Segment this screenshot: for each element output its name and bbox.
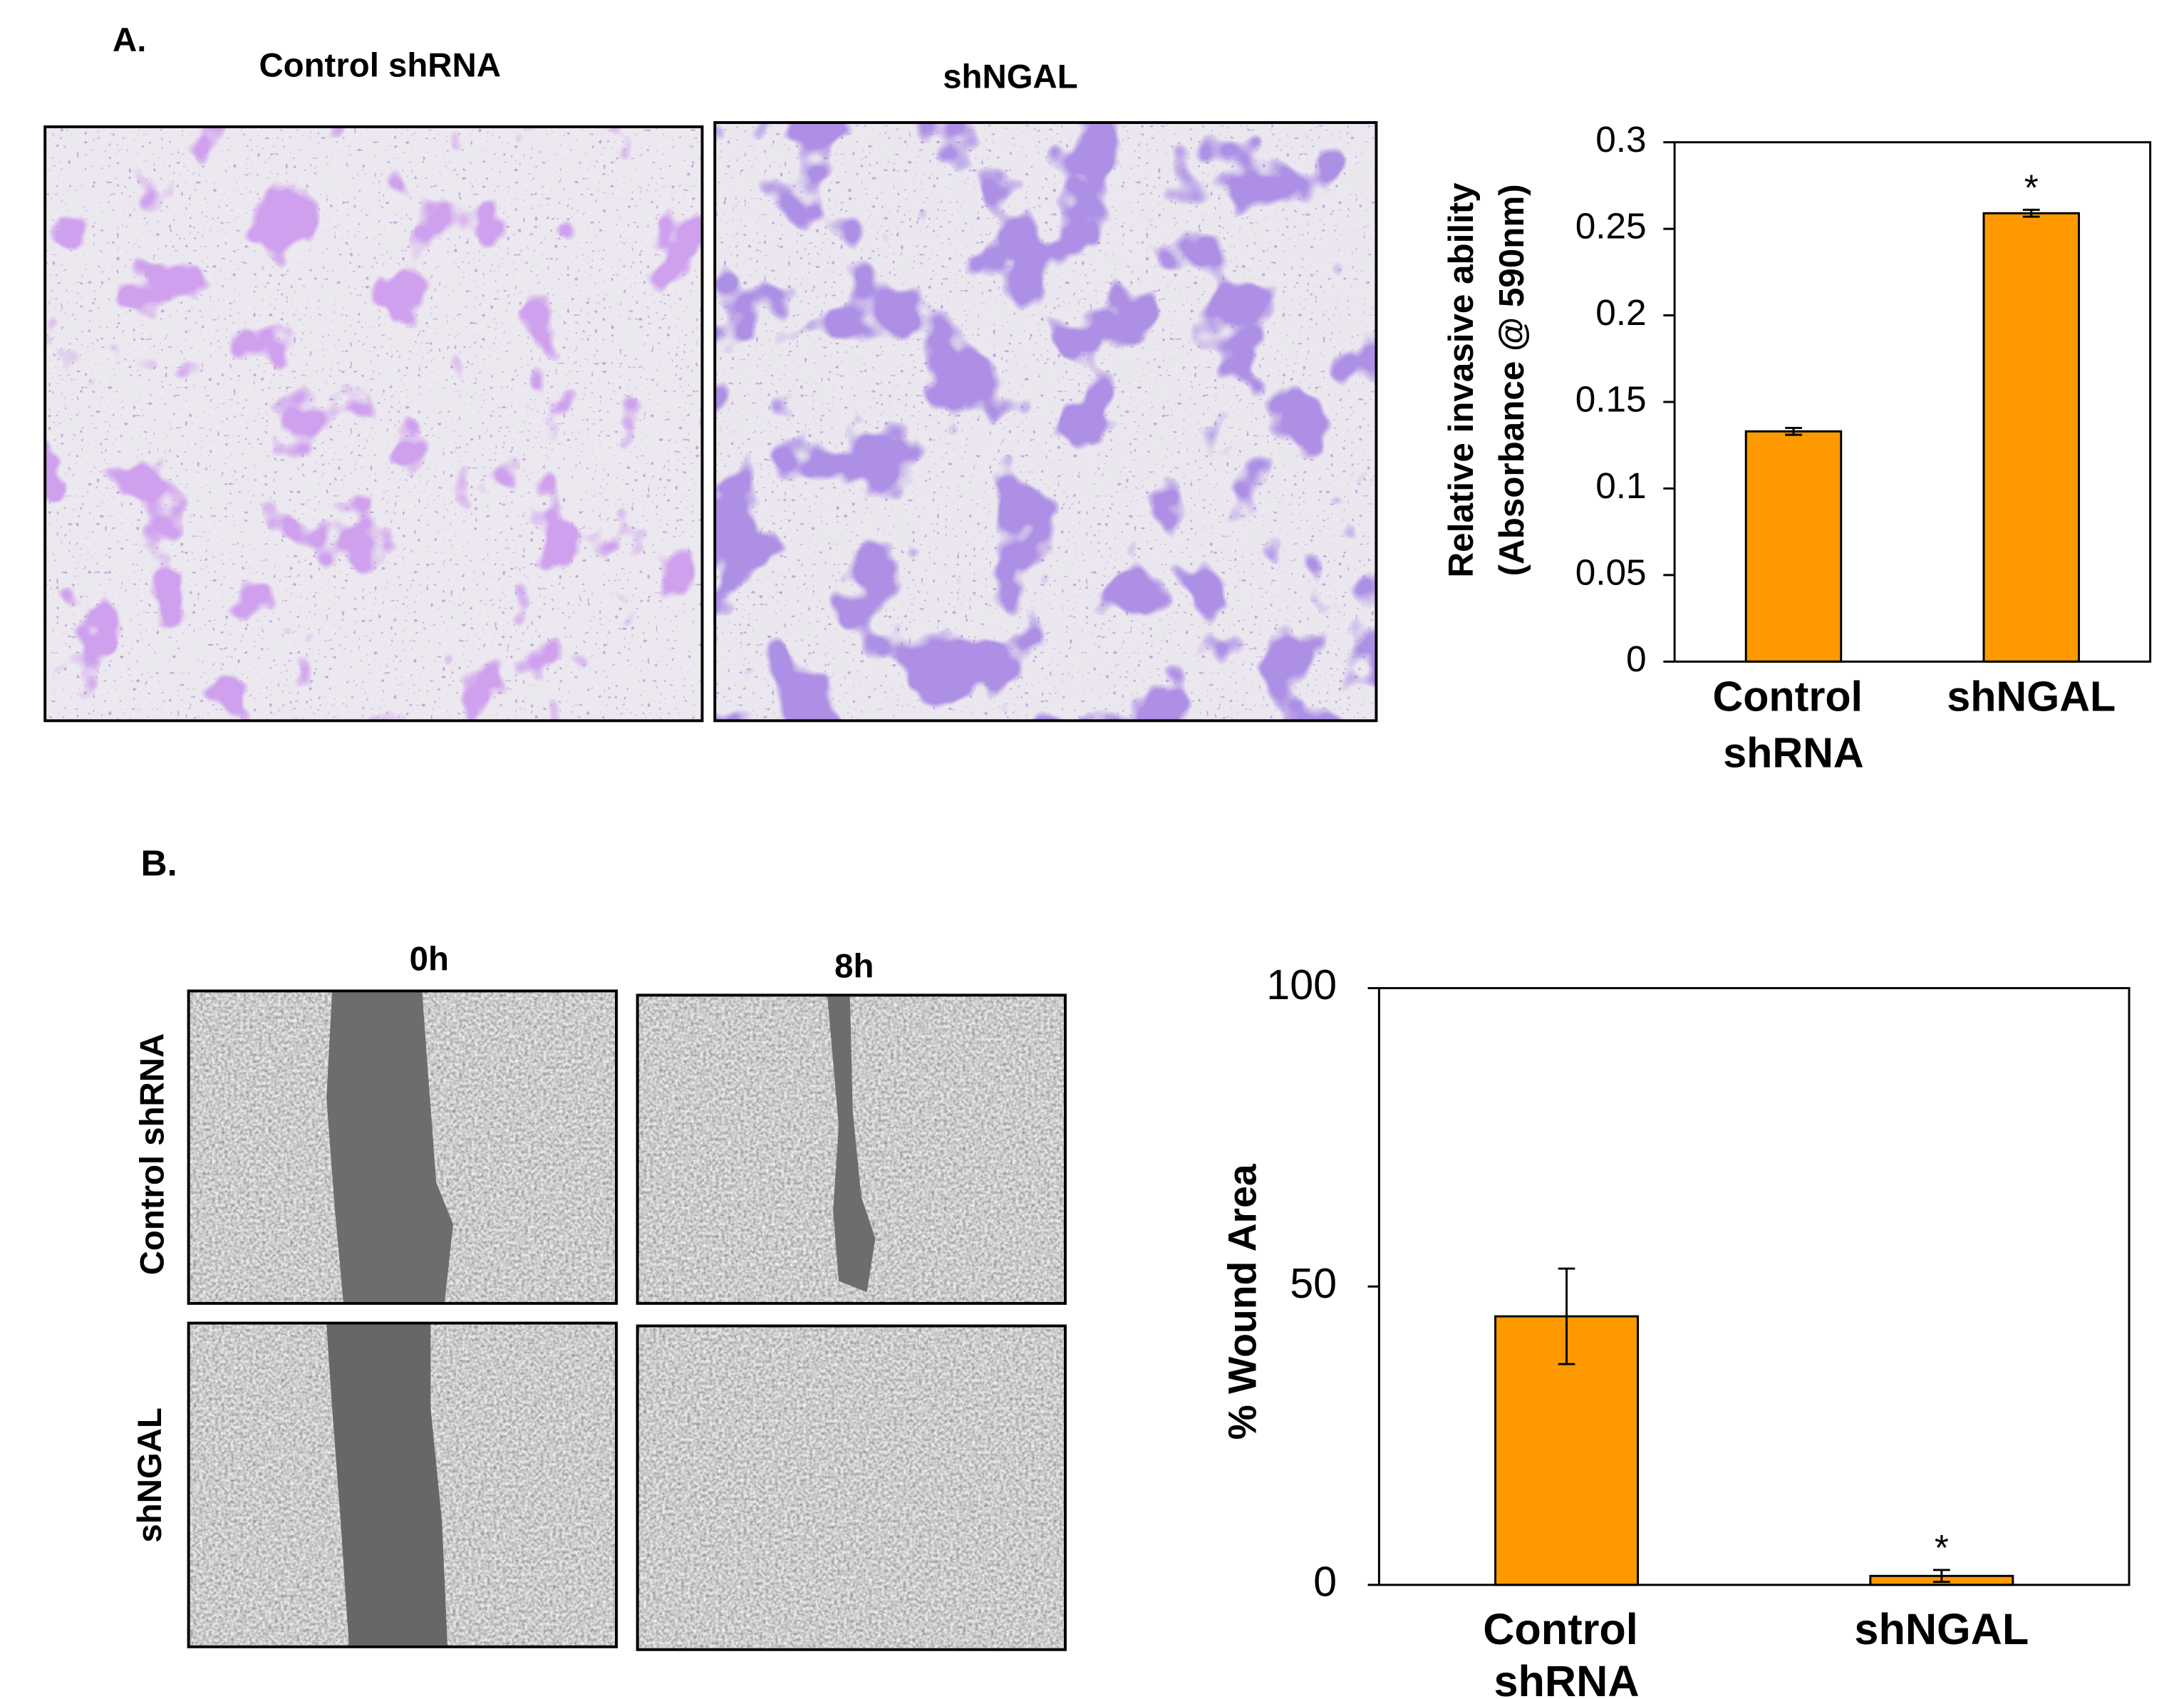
image-caption: shNGAL: [943, 58, 1078, 95]
annotation: *: [1935, 1527, 1949, 1568]
micrograph: [636, 1324, 1067, 1651]
error-bar: [1785, 426, 1802, 436]
annotation: *: [2024, 167, 2039, 207]
bar: [1982, 212, 2080, 663]
panel-label: A.: [113, 21, 146, 59]
y-tick-label: 0: [1626, 639, 1647, 679]
y-tick-label: 0.2: [1595, 292, 1646, 333]
x-tick-label: shNGAL: [1854, 1605, 2029, 1653]
column-label: 0h: [410, 941, 449, 978]
y-tick-label: 0: [1313, 1558, 1337, 1606]
x-tick-label: shNGAL: [1947, 672, 2116, 720]
micrograph: [713, 121, 1378, 723]
micrograph: [187, 989, 618, 1305]
y-axis-label: (Absorbance @ 590nm): [1492, 184, 1531, 576]
row-label: shNGAL: [131, 1408, 169, 1542]
plot-frame: [1673, 141, 2152, 663]
micrograph: [636, 993, 1067, 1305]
y-tick-label: 0.3: [1595, 119, 1646, 160]
x-tick-label: Control shRNA: [1712, 672, 1874, 776]
panel-label: B.: [140, 842, 177, 883]
x-tick-label: Control shRNA: [1483, 1605, 1650, 1699]
y-axis-label: Relative invasive ability: [1442, 182, 1481, 578]
error-bar: [1558, 1267, 1575, 1365]
error-bar: [1932, 1569, 1950, 1584]
y-axis-label: % Wound Area: [1220, 1163, 1264, 1440]
micrograph: [43, 125, 704, 723]
bar: [1744, 430, 1843, 663]
row-label: Control shRNA: [134, 1033, 172, 1275]
error-bar: [2022, 208, 2040, 218]
y-tick-label: 0.1: [1595, 465, 1646, 506]
plot-frame: [1377, 987, 2131, 1586]
micrograph: [187, 1321, 618, 1648]
y-tick-label: 0.05: [1575, 552, 1647, 592]
y-tick-label: 0.15: [1575, 379, 1647, 420]
column-label: 8h: [834, 947, 874, 985]
y-tick-label: 50: [1290, 1259, 1337, 1307]
y-tick-label: 100: [1266, 961, 1337, 1008]
y-tick-label: 0.25: [1575, 206, 1647, 247]
image-caption: Control shRNA: [259, 46, 500, 84]
